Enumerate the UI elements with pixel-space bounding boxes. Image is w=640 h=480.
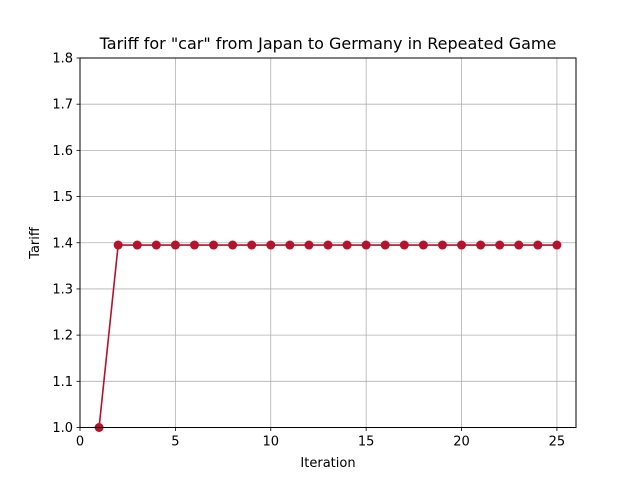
data-point (457, 240, 467, 250)
data-point (361, 240, 371, 250)
x-tick-label: 0 (76, 435, 84, 450)
data-point (342, 240, 352, 250)
data-point (495, 240, 505, 250)
chart-title: Tariff for "car" from Japan to Germany i… (99, 34, 557, 53)
data-series (94, 240, 562, 432)
data-point (266, 240, 276, 250)
y-tick-label: 1.3 (52, 282, 73, 297)
data-point (228, 240, 238, 250)
data-point (552, 240, 562, 250)
data-point (132, 240, 142, 250)
y-tick-label: 1.5 (52, 190, 73, 205)
data-point (418, 240, 428, 250)
data-point (113, 240, 123, 250)
data-point (151, 240, 161, 250)
data-point (476, 240, 486, 250)
x-axis-ticks: 0 5 10 15 20 25 (76, 427, 566, 450)
y-axis-ticks: 1.0 1.1 1.2 1.3 1.4 1.5 1.6 1.7 1.8 (52, 52, 80, 436)
y-tick-label: 1.1 (52, 375, 73, 390)
data-point (380, 240, 390, 250)
y-axis-label: Tariff (28, 226, 43, 260)
y-tick-label: 1.7 (52, 98, 73, 113)
data-point (189, 240, 199, 250)
data-point (304, 240, 314, 250)
x-axis-label: Iteration (300, 456, 355, 471)
y-tick-label: 1.8 (52, 52, 73, 67)
data-point (209, 240, 219, 250)
data-point (533, 240, 543, 250)
data-point (514, 240, 524, 250)
y-tick-label: 1.0 (52, 421, 73, 436)
data-point (170, 240, 180, 250)
x-tick-label: 20 (453, 435, 470, 450)
plot-frame (79, 57, 577, 428)
data-point (323, 240, 333, 250)
y-tick-label: 1.2 (52, 329, 73, 344)
data-point (247, 240, 257, 250)
data-point (285, 240, 295, 250)
series-line (98, 244, 557, 428)
x-tick-label: 15 (358, 435, 375, 450)
x-tick-label: 25 (549, 435, 566, 450)
x-tick-label: 5 (171, 435, 179, 450)
y-tick-label: 1.4 (52, 236, 73, 251)
data-point (399, 240, 409, 250)
x-tick-label: 10 (262, 435, 279, 450)
data-point (437, 240, 447, 250)
y-tick-label: 1.6 (52, 144, 73, 159)
